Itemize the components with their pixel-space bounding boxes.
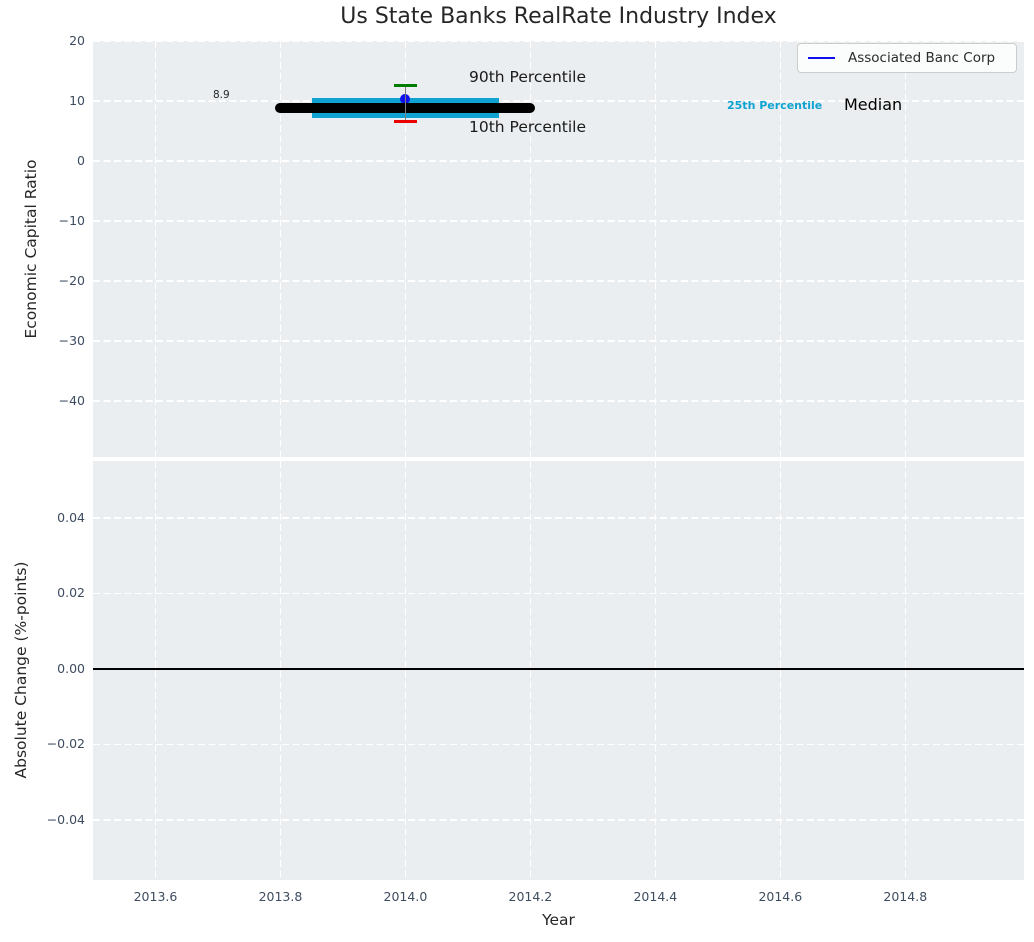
x-tick-label: 2014.8 (883, 889, 928, 904)
x-gridline (154, 461, 157, 880)
x-axis-label: Year (542, 911, 575, 929)
series-90th-percentile-cap (393, 84, 417, 87)
x-gridline (654, 41, 657, 457)
x-gridline (904, 461, 906, 880)
x-tick-label: 2014.6 (758, 889, 803, 904)
x-tick-label: 2013.6 (133, 889, 178, 904)
y-gridline (93, 40, 1024, 42)
y-axis-label-bottom: Absolute Change (%-points) (12, 561, 30, 779)
x-gridline (404, 461, 407, 880)
legend-line-swatch (808, 57, 835, 59)
y-tick-label: 20 (69, 33, 85, 48)
y-tick-label: 0.02 (57, 585, 85, 601)
annotation-median: Median (844, 95, 903, 114)
x-tick-label: 2013.8 (258, 889, 303, 904)
y-gridline (93, 280, 1024, 282)
median-value-annotation: 8.9 (213, 89, 230, 101)
y-gridline (93, 160, 1024, 162)
x-gridline (279, 461, 282, 880)
y-tick-label: 0 (77, 153, 85, 169)
y-tick-label: 0.00 (57, 660, 85, 676)
annotation-10th-percentile: 10th Percentile (469, 118, 587, 136)
y-gridline (93, 743, 1024, 746)
x-tick-label: 2014.0 (383, 889, 428, 904)
y-tick-label: −20 (58, 273, 85, 289)
x-gridline (779, 461, 781, 880)
annotation-25th-percentile: 25th Percentile (727, 99, 823, 112)
axes-absolute-change: 2013.6 2013.8 2014.0 2014.2 2014.4 2014.6 2014… (47, 461, 1024, 904)
chart-title: Us State Banks RealRate Industry Index (340, 4, 777, 29)
x-tick-label: 2014.2 (508, 889, 553, 904)
x-gridline (904, 41, 906, 457)
series-zero-line (93, 667, 1024, 670)
annotation-90th-percentile: 90th Percentile (469, 68, 587, 86)
x-tick-label: 2014.4 (633, 889, 678, 904)
x-gridline (654, 461, 657, 880)
y-tick-label: −0.02 (46, 736, 85, 752)
y-tick-label: −10 (58, 213, 85, 229)
x-gridline (154, 41, 157, 457)
y-tick-label: 10 (69, 93, 85, 109)
y-gridline (93, 340, 1024, 342)
y-tick-label: −40 (58, 393, 85, 409)
y-axis-label-top: Economic Capital Ratio (22, 159, 40, 339)
y-tick-label: 0.04 (57, 509, 85, 525)
y-gridline (93, 592, 1024, 595)
y-gridline (93, 220, 1024, 222)
legend-label: Associated Banc Corp (848, 50, 996, 66)
y-tick-label: −0.04 (46, 811, 85, 827)
series-10th-percentile-cap (393, 120, 417, 123)
y-gridline (93, 819, 1024, 821)
y-tick-label: −30 (58, 333, 85, 349)
legend: Associated Banc Corp (797, 43, 1017, 73)
y-gridline (93, 517, 1024, 519)
x-gridline (529, 461, 532, 880)
y-gridline (93, 400, 1024, 402)
series-errorbar-stem (404, 85, 407, 122)
